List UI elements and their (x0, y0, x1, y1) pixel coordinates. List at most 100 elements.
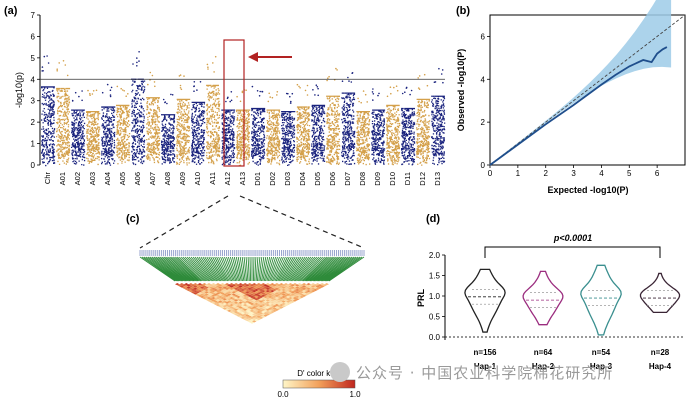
ld-cell (290, 288, 295, 292)
ld-cell (249, 302, 255, 306)
violin-hap-1 (464, 268, 506, 333)
ld-cell (267, 291, 273, 294)
ld-cell (304, 284, 309, 287)
ld-cell (258, 307, 264, 310)
ld-cell (249, 305, 255, 308)
ld-cell (236, 298, 241, 301)
ld-cell (247, 285, 252, 288)
ld-cell (240, 291, 246, 294)
manhattan-outlier-point (109, 95, 112, 98)
ld-cell (256, 296, 262, 300)
ld-cell (240, 307, 246, 310)
ld-cell (249, 284, 255, 287)
ld-cell (233, 308, 239, 311)
chromosome-label: D07 (343, 172, 352, 186)
ld-cell (195, 293, 200, 296)
manhattan-outlier-point (183, 75, 185, 77)
ld-cell (254, 305, 259, 308)
manhattan-outlier-point (328, 75, 330, 78)
ld-cell (263, 293, 268, 296)
ld-cell (247, 287, 252, 290)
ld-cell (261, 287, 266, 290)
violin-category-label: Hap-2 (532, 362, 555, 371)
ld-cell (202, 296, 207, 300)
ld-cell (209, 288, 214, 292)
ld-cell (281, 284, 286, 287)
ld-cell (254, 295, 259, 299)
chromosome-label: D09 (373, 172, 382, 186)
ld-cell (256, 294, 262, 297)
manhattan-outlier-point (170, 93, 172, 96)
ld-cell (261, 306, 266, 309)
ld-cell (313, 286, 318, 289)
ld-cell (286, 298, 291, 301)
manhattan-outlier-point (314, 94, 316, 96)
ld-cell (245, 295, 250, 299)
ld-cell (272, 293, 277, 296)
ld-cell (270, 292, 275, 295)
ld-cell (281, 305, 286, 308)
ld-cell (310, 283, 316, 286)
ld-cell (206, 299, 212, 302)
manhattan-plot: 0 1 2 3 4 5 6 7 -log10(p) Chr A01 A02 A03 A04 A05 A06… (14, 11, 446, 186)
ld-cell (265, 287, 271, 290)
ld-cell (218, 293, 223, 296)
ld-cell (299, 284, 305, 287)
ld-cell (272, 291, 277, 294)
chromosome-label: D04 (298, 172, 307, 186)
ld-cell (272, 302, 277, 306)
ld-cell (215, 285, 221, 288)
ld-cell (215, 287, 221, 290)
ld-cell (286, 302, 291, 306)
ld-cell (258, 298, 264, 301)
manhattan-outlier-point (287, 92, 289, 95)
ld-cell (215, 299, 221, 302)
manhattan-outlier-point (317, 94, 320, 97)
manhattan-outlier-point (442, 81, 444, 84)
ld-cell (247, 303, 252, 307)
ld-cell (265, 313, 271, 316)
ld-cell (206, 292, 212, 295)
ld-cell (256, 306, 262, 309)
ld-cell (184, 287, 189, 290)
violin-category-label: Hap-1 (474, 362, 497, 371)
ld-cell (215, 294, 221, 297)
qq-x-label: Expected -log10(P) (547, 185, 628, 195)
ld-cell (227, 291, 232, 294)
ld-cell (288, 294, 293, 297)
manhattan-outlier-point (245, 89, 247, 91)
ld-cell (227, 286, 232, 289)
ld-cell (209, 298, 214, 301)
ld-cell (261, 310, 266, 314)
ld-cell (292, 285, 298, 288)
manhattan-outlier-point (127, 93, 129, 95)
violin-y-tick-label: 0.5 (429, 313, 441, 322)
ld-cell (231, 284, 237, 287)
manhattan-outlier-point (335, 67, 337, 70)
manhattan-outlier-point (298, 85, 300, 88)
violin-hap-2 (522, 270, 564, 326)
ld-cell (279, 299, 284, 302)
qq-observed-line (489, 46, 668, 166)
ld-cell (224, 283, 230, 286)
ld-cell (322, 284, 327, 287)
ld-cell (233, 303, 239, 307)
ld-cell (281, 293, 286, 296)
ld-cell (184, 283, 189, 286)
ld-cell (240, 284, 246, 287)
ld-cell (247, 294, 252, 297)
ld-cell (276, 286, 282, 289)
ld-cell (197, 290, 203, 293)
ld-cell (256, 292, 262, 295)
ld-cell (254, 307, 259, 310)
ld-cell (206, 290, 212, 293)
ld-cell (245, 284, 250, 287)
ld-cell (276, 293, 282, 296)
ld-cell (295, 288, 300, 292)
ld-cell (179, 285, 185, 288)
ld-cell (261, 285, 266, 288)
ld-cell (222, 302, 228, 306)
violin-hap-3 (580, 264, 622, 336)
ld-cell (240, 298, 246, 301)
ld-cell (240, 314, 246, 317)
